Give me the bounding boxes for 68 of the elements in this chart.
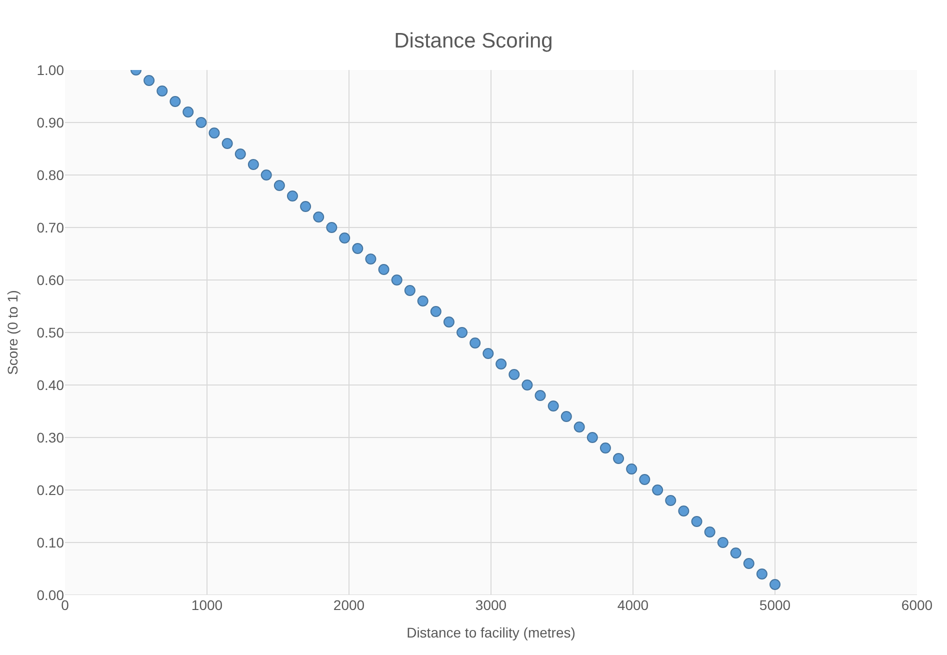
point [417, 296, 428, 306]
point [534, 390, 546, 401]
y-tick-label: 0.50 [36, 324, 64, 340]
y-tick-label: 0.70 [36, 219, 64, 236]
point [234, 148, 246, 160]
point [496, 358, 507, 370]
point [208, 128, 220, 138]
point [170, 96, 181, 107]
point [613, 453, 624, 464]
y-tick-label: 0.20 [36, 482, 64, 498]
y-tick-label: 0.80 [36, 166, 64, 183]
point [678, 506, 690, 516]
point [365, 254, 376, 264]
point [743, 558, 754, 569]
point [522, 380, 533, 390]
point [248, 159, 259, 170]
y-tick-label: 1.00 [36, 62, 64, 78]
point [704, 526, 716, 538]
point [730, 548, 742, 558]
point [144, 75, 155, 86]
point [326, 222, 338, 233]
chart-title: Distance Scoring [394, 29, 553, 52]
point [600, 442, 611, 454]
point [339, 232, 350, 244]
x-tick-label: 4000 [617, 597, 649, 613]
y-tick-label: 0.60 [36, 272, 64, 288]
point [652, 484, 664, 496]
point [470, 338, 481, 348]
x-axis-title: Distance to facility (metres) [406, 624, 576, 640]
point [286, 190, 298, 202]
y-tick-label: 0.90 [36, 114, 64, 130]
point [456, 327, 468, 338]
point [586, 432, 598, 443]
point [222, 138, 233, 149]
y-tick-label: 0.30 [36, 429, 64, 446]
point [182, 106, 194, 118]
point [404, 285, 416, 296]
point [574, 422, 585, 432]
point [274, 180, 285, 191]
point [691, 516, 702, 527]
y-axis-title: Score (0 to 1) [4, 290, 20, 375]
point [548, 400, 559, 412]
point [639, 474, 650, 485]
x-tick-label: 5000 [759, 597, 791, 613]
point [391, 274, 402, 286]
point [300, 201, 312, 212]
point [756, 568, 768, 580]
x-tick-label: 6000 [901, 597, 933, 613]
point [378, 264, 390, 275]
point [665, 495, 676, 506]
x-tick-label: 1000 [191, 597, 223, 613]
point [156, 86, 168, 96]
x-tick-label: 3000 [475, 597, 507, 613]
point [313, 212, 324, 222]
x-tick-label: 2000 [333, 597, 365, 613]
point [560, 411, 572, 422]
point [770, 579, 780, 590]
point [482, 348, 494, 359]
point [443, 316, 454, 328]
y-tick-label: 0.10 [36, 534, 64, 550]
point [260, 170, 272, 180]
point [508, 369, 520, 380]
point [196, 117, 207, 128]
point [717, 537, 728, 548]
y-tick-label: 0.40 [36, 376, 64, 393]
point [626, 464, 638, 474]
point [430, 306, 442, 317]
point [352, 243, 364, 254]
